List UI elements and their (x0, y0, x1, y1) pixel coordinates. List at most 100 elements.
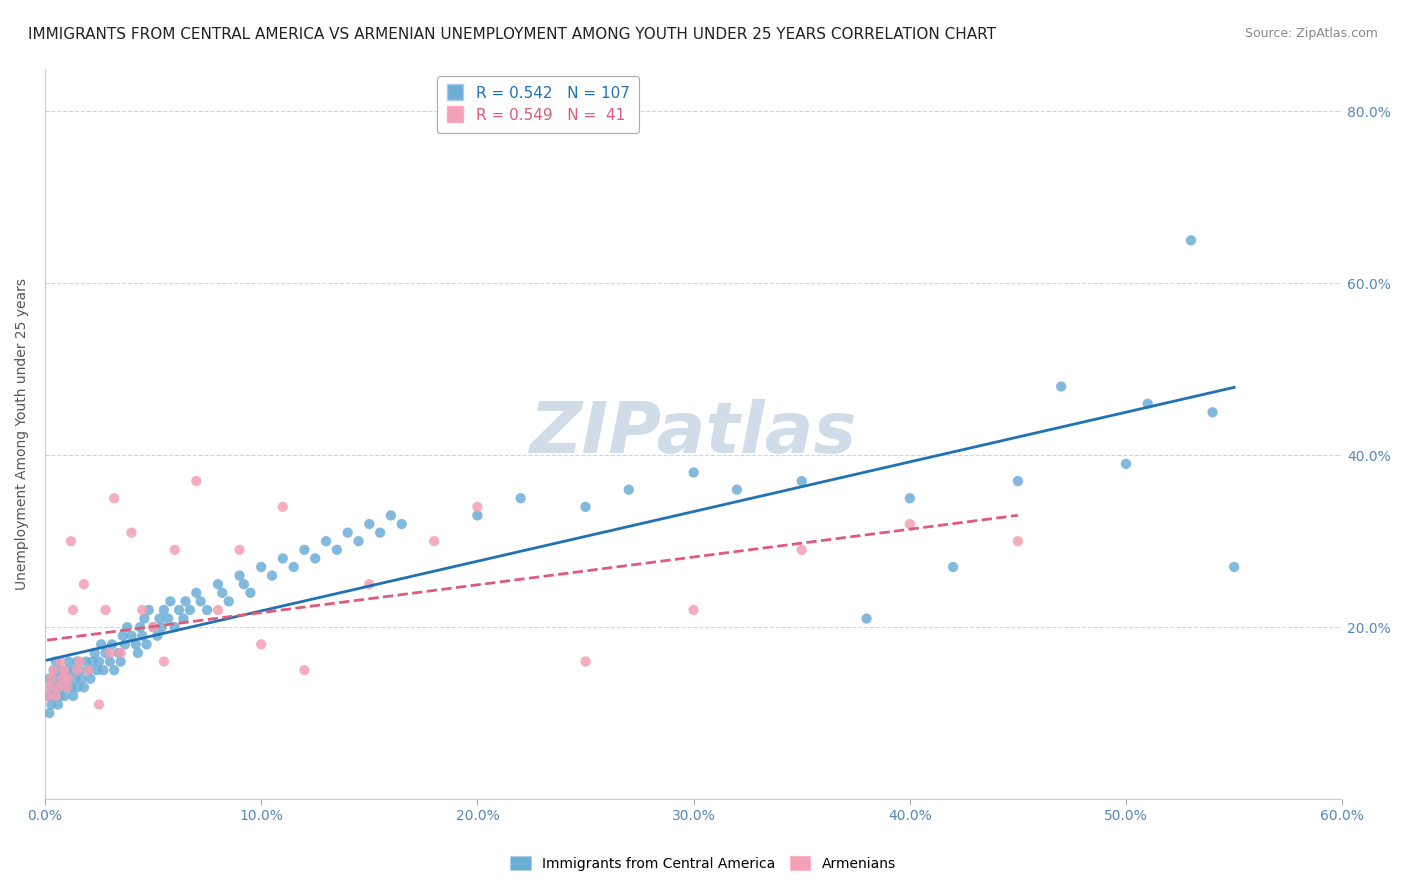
Point (51, 681, 73, 695)
Point (59, 534, 82, 549)
Point (1050, 379, 1073, 393)
Point (195, 603, 218, 617)
Point (94, 646, 117, 660)
Point (53, 663, 76, 677)
Point (232, 577, 254, 591)
Point (45, 681, 67, 695)
Point (65, 672, 87, 686)
Point (37, 689, 59, 703)
Point (150, 620, 173, 634)
Point (55, 681, 77, 695)
Point (1007, 534, 1029, 549)
Point (855, 611, 877, 625)
Point (87, 698, 110, 712)
Point (163, 542, 186, 557)
Point (228, 542, 250, 557)
Point (46, 681, 69, 695)
Point (59, 681, 82, 695)
Point (83, 646, 105, 660)
Point (120, 525, 142, 540)
Point (42, 689, 65, 703)
Point (336, 525, 359, 540)
Point (347, 534, 370, 549)
Point (38, 681, 60, 695)
Point (107, 646, 129, 660)
Point (207, 577, 229, 591)
Point (167, 603, 190, 617)
Point (41, 681, 63, 695)
Point (142, 620, 165, 634)
Point (391, 516, 413, 531)
Point (942, 560, 965, 574)
Point (87, 655, 110, 669)
Point (46, 698, 69, 712)
Point (898, 516, 921, 531)
Point (93, 663, 115, 677)
Point (75, 655, 97, 669)
Point (110, 646, 132, 660)
Point (58, 672, 80, 686)
Point (682, 603, 704, 617)
Point (94, 603, 117, 617)
Point (79, 672, 101, 686)
Point (423, 534, 446, 549)
Point (260, 568, 283, 582)
Point (38, 672, 60, 686)
Point (190, 594, 212, 608)
Point (790, 474, 813, 488)
Point (62, 689, 84, 703)
Point (790, 542, 813, 557)
Point (359, 577, 381, 591)
Point (682, 466, 704, 480)
Point (86, 663, 108, 677)
Legend: Immigrants from Central America, Armenians: Immigrants from Central America, Armenia… (505, 850, 901, 876)
Point (45, 689, 67, 703)
Point (77, 663, 100, 677)
Point (120, 629, 142, 643)
Point (146, 629, 169, 643)
Point (467, 508, 489, 523)
Point (73, 681, 96, 695)
Point (110, 655, 132, 669)
Point (250, 560, 273, 574)
Point (153, 655, 176, 669)
Point (103, 663, 125, 677)
Text: Source: ZipAtlas.com: Source: ZipAtlas.com (1244, 27, 1378, 40)
Point (148, 611, 170, 625)
Point (207, 603, 229, 617)
Point (55, 663, 77, 677)
Point (153, 603, 176, 617)
Point (467, 500, 489, 514)
Point (42, 663, 65, 677)
Point (294, 663, 316, 677)
Point (98, 646, 121, 660)
Point (574, 655, 596, 669)
Point (294, 542, 316, 557)
Point (228, 568, 250, 582)
Point (55, 681, 77, 695)
Point (82, 655, 104, 669)
Point (157, 611, 180, 625)
Text: ZIPatlas: ZIPatlas (530, 400, 858, 468)
Point (898, 491, 921, 506)
Point (49, 655, 72, 669)
Point (1136, 397, 1159, 411)
Point (172, 611, 194, 625)
Point (725, 483, 748, 497)
Point (98, 655, 121, 669)
Point (114, 637, 136, 651)
Point (304, 551, 326, 566)
Point (66, 655, 89, 669)
Point (66, 681, 89, 695)
Y-axis label: Unemployment Among Youth under 25 years: Unemployment Among Youth under 25 years (15, 277, 30, 590)
Point (62, 603, 84, 617)
Point (127, 646, 149, 660)
Point (135, 637, 157, 651)
Point (1115, 457, 1137, 471)
Point (186, 474, 208, 488)
Point (42, 663, 65, 677)
Point (179, 603, 201, 617)
Point (163, 620, 186, 634)
Point (380, 508, 402, 523)
Point (283, 560, 305, 574)
